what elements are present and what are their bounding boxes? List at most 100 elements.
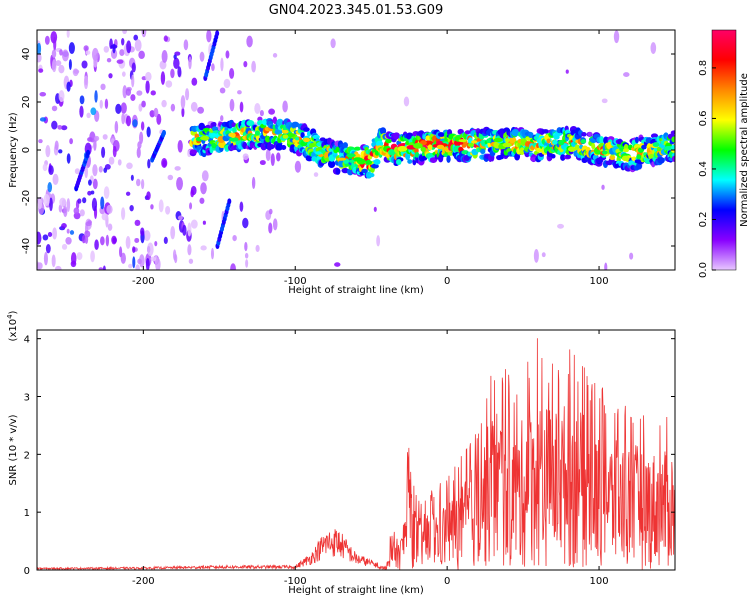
spectrogram-cell [275,143,283,151]
spectrogram-cell [397,145,408,152]
spectrogram-cell [51,254,56,268]
spectrogram-cell [174,166,181,171]
spectrogram-cell [243,60,248,68]
spectrogram-cell [486,138,492,144]
spectrogram-cell [244,241,248,252]
spectrogram-cell [161,50,168,63]
spectrogram-cell [220,115,224,122]
spectrogram-cell [334,262,341,267]
spectrogram-cell [68,59,72,70]
spectrogram-cell [272,218,278,231]
spectrogram-cell [446,155,451,163]
spectrogram-cell [42,163,48,172]
spectrogram-cell [189,149,198,155]
spectrogram-cell [574,144,580,151]
spectrogram-cell [211,121,217,128]
spectrogram-ylabel: Frequency (Hz) [8,112,19,188]
spectrogram-cell [121,112,126,125]
spectrogram-cell [37,231,42,245]
colorbar-tick-label: 0.0 [698,262,709,278]
spectrogram-cell [580,139,587,144]
spectrogram-cell [138,50,145,60]
spectrogram-cell [272,116,278,124]
colorbar-tick-label: 0.8 [698,60,709,76]
spectrogram-cell [254,103,261,115]
spectrogram-cell [270,153,275,166]
spectrogram-cell [220,57,224,72]
x-tick-label: 0 [444,576,450,587]
spectrogram-cell [190,189,195,198]
spectrogram-cell [121,71,126,77]
snr-series-line [37,338,675,570]
spectrogram-cell [49,197,53,212]
spectrogram-cell [281,129,289,134]
spectrogram-cell [45,244,51,254]
spectrogram-cell [300,132,305,139]
spectrogram-cell [66,30,70,38]
spectrogram-cell [130,94,136,102]
snr-exponent-label: (x104) [6,310,19,341]
spectrogram-cell [199,197,205,204]
spectrogram-cell [188,258,194,264]
spectrogram-cell [131,62,136,73]
y-tick-label: -20 [21,190,32,206]
spectrogram-cell [89,131,96,143]
spectrogram-cell [197,106,205,114]
spectrogram-cell [504,138,510,143]
spectrogram-cell [210,247,214,260]
spectrogram-cell [68,42,75,54]
spectrogram-cell [671,144,675,151]
spectrogram-cell [365,160,373,165]
spectrogram-cell [185,88,190,101]
colorbar-tick-label: 0.4 [698,161,709,177]
spectrogram-cell [170,226,176,240]
spectrogram-cell [59,49,63,56]
spectrogram-cell [228,137,239,142]
spectrogram-cell [634,136,639,144]
spectrogram-cell [670,130,675,135]
spectrogram-cell [270,144,275,150]
spectrogram-cell [147,158,151,169]
spectrogram-cell [57,124,63,130]
spectrogram-cell [519,147,525,156]
spectrogram-cell [82,197,87,204]
spectrogram-cell [210,133,217,138]
spectrogram-cell [187,244,192,256]
spectrogram-cell [44,35,50,45]
spectrogram-cell [126,162,133,170]
spectrogram-cell [671,136,675,143]
spectrogram-cell [493,137,503,143]
spectrogram-cell [457,128,464,135]
spectrogram-cell [587,131,593,137]
y-tick-label: -40 [21,238,32,254]
spectrogram-cell [601,184,605,190]
spectrogram-cell [161,99,167,108]
spectrogram-cell [126,40,132,54]
spectrogram-cell [189,202,193,210]
spectrogram-cell [182,224,187,236]
spectrogram-cell [188,56,192,70]
spectrogram-cell [84,165,89,179]
spectrogram-cell [229,67,235,79]
spectrogram-cell [154,240,158,247]
spectrogram-cell [134,39,142,52]
spectrogram-cell [61,223,67,229]
spectrogram-cell [63,206,68,218]
spectrogram-cell [133,34,139,41]
y-tick-label: 40 [21,48,32,61]
spectrogram-cell [69,230,75,235]
spectrogram-cell [623,72,630,77]
spectrogram-cell [286,132,295,138]
spectrogram-cell [165,80,173,88]
spectrogram-cell [51,49,57,59]
spectrogram-cell [373,158,381,165]
spectrogram-cell [174,253,178,264]
snr-ticks: -200 -100 0 100 0 1 2 3 4 [24,330,675,587]
spectrogram-cell [85,221,92,227]
x-tick-label: -200 [132,576,155,587]
spectrogram-cell [119,49,125,57]
x-tick-label: 0 [444,276,450,287]
spectrogram-cell [183,39,189,51]
spectrogram-cell [100,83,106,91]
colorbar-ticks: 0.0 0.2 0.4 0.6 0.8 [698,60,716,278]
